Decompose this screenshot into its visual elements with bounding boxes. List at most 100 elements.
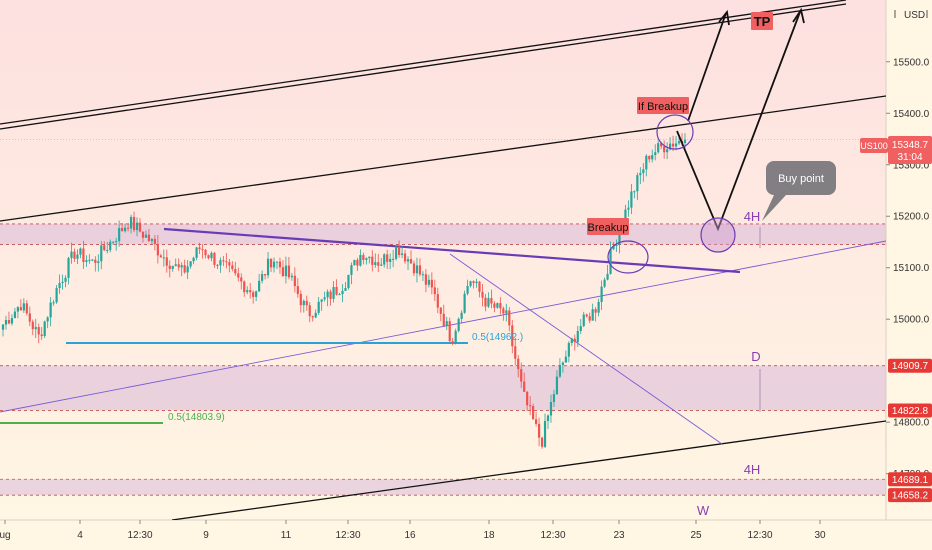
candle[interactable] xyxy=(353,259,356,266)
candle[interactable] xyxy=(648,155,651,163)
candle[interactable] xyxy=(341,283,344,303)
candle[interactable] xyxy=(183,259,186,274)
lower-channel-line[interactable] xyxy=(171,420,886,520)
candle[interactable] xyxy=(597,298,600,317)
candle[interactable] xyxy=(356,257,359,271)
candle[interactable] xyxy=(406,256,410,270)
candle[interactable] xyxy=(7,311,11,325)
candle[interactable] xyxy=(502,306,505,321)
candle[interactable] xyxy=(463,290,466,314)
candle[interactable] xyxy=(281,260,285,277)
candle[interactable] xyxy=(58,274,61,294)
candle[interactable] xyxy=(415,257,419,283)
candle[interactable] xyxy=(549,394,553,423)
candle[interactable] xyxy=(636,172,639,200)
candle[interactable] xyxy=(600,280,603,311)
candle[interactable] xyxy=(338,292,341,296)
candle[interactable] xyxy=(186,260,189,279)
candle[interactable] xyxy=(287,256,291,280)
candle[interactable] xyxy=(88,254,91,264)
upper-channel-line-a[interactable] xyxy=(0,0,847,125)
candle[interactable] xyxy=(400,246,404,259)
candle[interactable] xyxy=(28,306,31,327)
candle[interactable] xyxy=(389,253,392,270)
candle[interactable] xyxy=(511,320,514,354)
candle[interactable] xyxy=(67,256,70,285)
candle[interactable] xyxy=(255,290,258,302)
candle[interactable] xyxy=(350,262,353,285)
candle[interactable] xyxy=(639,167,642,185)
candle[interactable] xyxy=(457,317,460,333)
candle[interactable] xyxy=(311,315,314,322)
candle[interactable] xyxy=(290,272,293,281)
candle[interactable] xyxy=(246,286,249,295)
candle[interactable] xyxy=(40,327,43,340)
candle[interactable] xyxy=(43,320,46,339)
candle[interactable] xyxy=(192,256,195,265)
candle[interactable] xyxy=(19,299,22,311)
candle[interactable] xyxy=(52,299,55,306)
candle[interactable] xyxy=(460,310,463,324)
candle[interactable] xyxy=(13,307,17,319)
candle[interactable] xyxy=(234,261,237,276)
candle[interactable] xyxy=(326,289,329,307)
candle[interactable] xyxy=(615,239,618,252)
candle[interactable] xyxy=(165,249,168,273)
candle[interactable] xyxy=(573,334,576,351)
candle[interactable] xyxy=(1,323,5,337)
candle[interactable] xyxy=(73,248,76,262)
candle[interactable] xyxy=(487,292,490,308)
candle[interactable] xyxy=(70,242,73,264)
candle[interactable] xyxy=(532,403,535,420)
candle[interactable] xyxy=(76,249,79,265)
time-axis-background[interactable] xyxy=(0,520,932,550)
candle[interactable] xyxy=(198,242,201,255)
candle[interactable] xyxy=(258,273,261,292)
candle[interactable] xyxy=(579,318,582,335)
candle[interactable] xyxy=(82,240,85,269)
candle[interactable] xyxy=(454,328,457,345)
candle[interactable] xyxy=(118,220,121,247)
candle[interactable] xyxy=(594,307,597,322)
price-level-tag[interactable] xyxy=(888,472,932,487)
price-level-tag[interactable] xyxy=(888,358,932,373)
candle[interactable] xyxy=(37,323,40,344)
candle[interactable] xyxy=(481,283,484,307)
candle[interactable] xyxy=(46,316,49,329)
candle[interactable] xyxy=(100,241,103,270)
candle[interactable] xyxy=(138,218,142,233)
candle[interactable] xyxy=(320,299,323,311)
candle[interactable] xyxy=(490,289,493,309)
candle[interactable] xyxy=(439,307,442,322)
candle[interactable] xyxy=(365,257,368,265)
candle[interactable] xyxy=(249,282,252,299)
candle[interactable] xyxy=(409,250,413,264)
candle[interactable] xyxy=(240,273,243,290)
candle[interactable] xyxy=(329,289,332,306)
candle[interactable] xyxy=(377,253,380,272)
candle[interactable] xyxy=(195,246,198,261)
candle[interactable] xyxy=(374,253,377,268)
candle[interactable] xyxy=(61,274,64,290)
candle[interactable] xyxy=(115,237,118,251)
candle[interactable] xyxy=(91,258,94,262)
candle[interactable] xyxy=(606,264,609,281)
candle[interactable] xyxy=(272,257,276,273)
candle[interactable] xyxy=(609,241,612,275)
if-breakup-label-box[interactable] xyxy=(637,97,689,114)
candle[interactable] xyxy=(112,241,115,246)
candle[interactable] xyxy=(654,144,657,161)
candle[interactable] xyxy=(344,281,347,291)
candle[interactable] xyxy=(359,249,362,267)
candle[interactable] xyxy=(237,267,240,282)
candle[interactable] xyxy=(558,358,562,379)
candle[interactable] xyxy=(49,297,52,327)
candle[interactable] xyxy=(523,372,526,392)
candle[interactable] xyxy=(278,257,282,274)
candle[interactable] xyxy=(564,350,567,363)
if-breakup-circle[interactable] xyxy=(656,114,694,150)
candle[interactable] xyxy=(552,389,556,407)
candle[interactable] xyxy=(380,258,383,266)
rising-purple-trendline[interactable] xyxy=(0,240,886,413)
candle[interactable] xyxy=(207,254,210,260)
